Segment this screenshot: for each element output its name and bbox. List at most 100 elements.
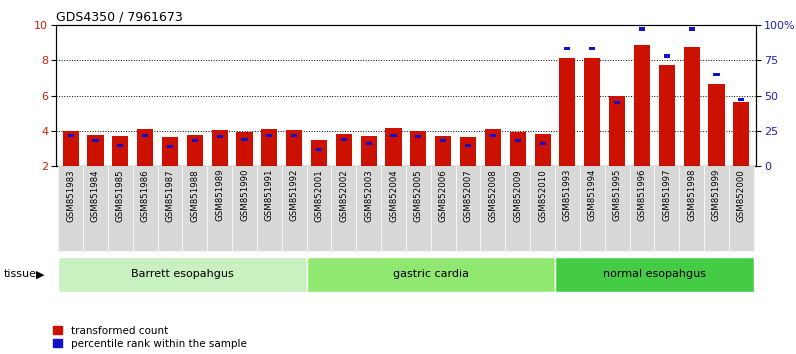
Bar — [713, 73, 720, 76]
Bar — [609, 96, 625, 166]
Bar — [733, 102, 749, 166]
Bar — [63, 131, 79, 166]
Bar — [654, 166, 679, 251]
Bar — [465, 144, 471, 147]
Text: ▶: ▶ — [36, 269, 45, 279]
Bar — [634, 45, 650, 166]
Bar — [416, 135, 421, 138]
Bar — [336, 133, 352, 166]
Text: GSM852001: GSM852001 — [314, 169, 323, 222]
Bar — [291, 133, 297, 137]
Bar — [142, 133, 148, 137]
Text: GSM852002: GSM852002 — [339, 169, 349, 222]
Bar — [361, 136, 377, 166]
Bar — [112, 136, 128, 166]
Bar — [560, 58, 576, 166]
Bar — [133, 166, 158, 251]
Bar — [406, 166, 431, 251]
Text: GSM851994: GSM851994 — [587, 169, 597, 222]
Bar — [490, 133, 496, 137]
Text: GSM851998: GSM851998 — [687, 169, 696, 222]
Bar — [331, 166, 357, 251]
Bar — [455, 166, 481, 251]
Text: GSM852007: GSM852007 — [463, 169, 473, 222]
Bar — [92, 139, 99, 142]
Text: GSM851993: GSM851993 — [563, 169, 572, 222]
Bar — [664, 54, 670, 57]
Bar — [555, 166, 579, 251]
Bar — [440, 139, 447, 142]
Bar — [58, 257, 306, 292]
Bar — [306, 166, 331, 251]
Bar — [261, 129, 278, 166]
Bar — [605, 166, 630, 251]
Bar — [410, 131, 427, 166]
Bar — [738, 98, 744, 101]
Text: GSM851990: GSM851990 — [240, 169, 249, 222]
Bar — [108, 166, 133, 251]
Bar — [659, 65, 675, 166]
Bar — [435, 136, 451, 166]
Text: GSM851987: GSM851987 — [166, 169, 174, 222]
Text: GSM851988: GSM851988 — [190, 169, 199, 222]
Bar — [540, 142, 545, 145]
Bar — [708, 84, 724, 166]
Bar — [505, 166, 530, 251]
Bar — [684, 47, 700, 166]
Bar — [267, 133, 272, 137]
Text: GSM851984: GSM851984 — [91, 169, 100, 222]
Bar — [162, 137, 178, 166]
Bar — [614, 101, 620, 104]
Bar — [689, 27, 695, 30]
Text: GSM852008: GSM852008 — [489, 169, 498, 222]
Bar — [167, 145, 173, 148]
Text: GSM851996: GSM851996 — [638, 169, 646, 222]
Bar — [639, 27, 645, 30]
Text: GSM852000: GSM852000 — [737, 169, 746, 222]
Bar — [357, 166, 381, 251]
Bar — [236, 132, 252, 166]
Text: GSM852004: GSM852004 — [389, 169, 398, 222]
Bar — [88, 135, 103, 166]
Bar — [187, 135, 203, 166]
Bar — [381, 166, 406, 251]
Bar — [306, 257, 555, 292]
Bar — [564, 47, 571, 50]
Bar — [385, 128, 402, 166]
Bar — [509, 132, 526, 166]
Bar — [431, 166, 455, 251]
Legend: transformed count, percentile rank within the sample: transformed count, percentile rank withi… — [53, 326, 247, 349]
Text: GSM851997: GSM851997 — [662, 169, 671, 222]
Bar — [316, 148, 322, 151]
Bar — [68, 133, 74, 137]
Bar — [534, 133, 551, 166]
Bar — [241, 138, 248, 141]
Text: GSM852005: GSM852005 — [414, 169, 423, 222]
Bar — [584, 58, 600, 166]
Bar — [481, 166, 505, 251]
Bar — [515, 139, 521, 142]
Text: GSM852006: GSM852006 — [439, 169, 447, 222]
Bar — [232, 166, 257, 251]
Bar — [555, 257, 754, 292]
Bar — [257, 166, 282, 251]
Bar — [58, 166, 83, 251]
Bar — [341, 138, 347, 141]
Bar — [207, 166, 232, 251]
Text: GSM851985: GSM851985 — [115, 169, 125, 222]
Bar — [679, 166, 704, 251]
Text: GSM851983: GSM851983 — [66, 169, 75, 222]
Text: Barrett esopahgus: Barrett esopahgus — [131, 269, 234, 279]
Bar — [365, 142, 372, 145]
Bar — [117, 144, 123, 147]
Text: gastric cardia: gastric cardia — [392, 269, 469, 279]
Bar — [579, 166, 605, 251]
Text: tissue: tissue — [4, 269, 37, 279]
Bar — [729, 166, 754, 251]
Bar — [282, 166, 306, 251]
Bar — [192, 139, 198, 142]
Text: GSM851989: GSM851989 — [215, 169, 224, 222]
Bar — [212, 130, 228, 166]
Bar — [704, 166, 729, 251]
Bar — [530, 166, 555, 251]
